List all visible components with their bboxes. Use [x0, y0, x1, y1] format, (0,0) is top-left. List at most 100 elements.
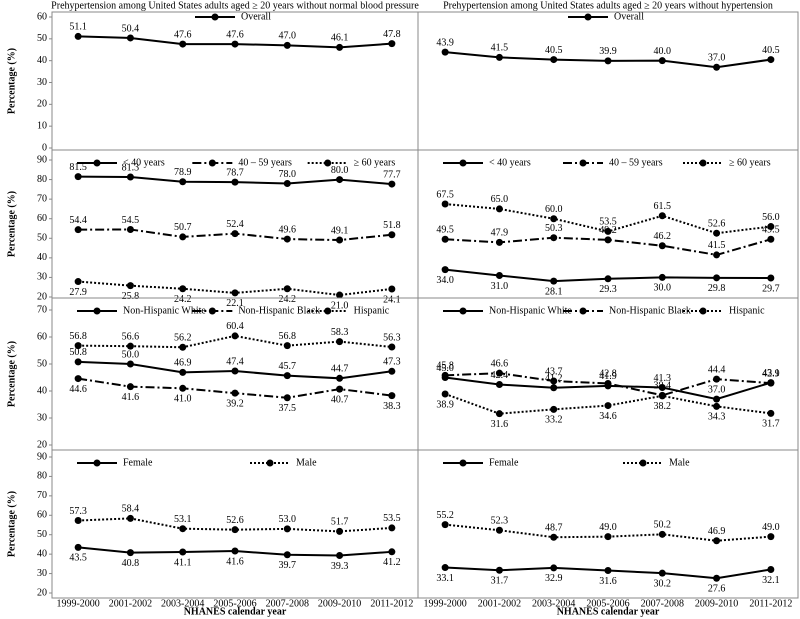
value-label: 29.7: [762, 283, 780, 294]
value-label: 39.3: [331, 561, 349, 572]
value-label: 54.4: [69, 215, 87, 226]
value-label: 24.2: [174, 294, 192, 305]
y-tick-label: 50: [37, 33, 47, 44]
data-point: [179, 525, 187, 533]
legend-label: Female: [489, 457, 519, 468]
value-label: 58.3: [331, 327, 349, 338]
data-point: [283, 41, 291, 49]
panel-frame: [417, 11, 799, 151]
value-label: 49.0: [599, 522, 617, 533]
data-point: [550, 564, 558, 572]
data-point: [388, 180, 396, 188]
data-point: [283, 179, 291, 187]
value-label: 29.3: [599, 284, 617, 295]
y-tick-label: 20: [37, 291, 47, 302]
data-point: [604, 236, 612, 244]
y-tick-label: 60: [37, 11, 47, 22]
y-tick-label: 20: [37, 587, 47, 598]
data-point: [388, 285, 396, 293]
value-label: 40.0: [654, 46, 672, 57]
value-label: 42.9: [762, 368, 780, 379]
legend-marker: [211, 13, 219, 21]
data-point: [441, 521, 449, 529]
y-tick-label: 10: [37, 120, 47, 131]
value-label: 41.6: [122, 392, 140, 403]
legend-label: ≥ 60 years: [729, 157, 771, 168]
legend-label: Overall: [614, 11, 644, 22]
value-label: 33.1: [436, 573, 454, 584]
value-label: 47.9: [491, 228, 509, 239]
data-point: [658, 530, 666, 538]
value-label: 57.3: [69, 506, 87, 517]
value-label: 30.2: [654, 578, 672, 589]
data-point: [336, 552, 344, 560]
y-tick-label: 70: [37, 304, 47, 315]
legend-marker: [584, 13, 592, 21]
value-label: 49.5: [762, 225, 780, 236]
y-tick-label: 30: [37, 412, 47, 423]
value-label: 34.3: [708, 412, 726, 423]
value-label: 31.6: [599, 576, 617, 587]
y-tick-label: 40: [37, 252, 47, 263]
data-point: [713, 537, 721, 545]
legend-marker: [459, 159, 467, 167]
value-label: 47.4: [226, 356, 244, 367]
data-point: [658, 392, 666, 400]
value-label: 65.0: [491, 194, 509, 205]
value-label: 53.1: [174, 514, 192, 525]
value-label: 43.1: [762, 368, 780, 379]
data-point: [441, 200, 449, 208]
x-axis-label: NHANES calendar year: [557, 606, 660, 617]
data-point: [604, 566, 612, 574]
data-point: [336, 374, 344, 382]
data-point: [550, 377, 558, 385]
legend-label: Hispanic: [729, 305, 765, 316]
value-label: 48.7: [545, 523, 563, 534]
chart-title: Prehypertension among United States adul…: [51, 0, 419, 11]
data-point: [336, 385, 344, 393]
y-axis-label: Percentage (%): [6, 341, 17, 407]
value-label: 34.0: [436, 275, 454, 286]
value-label: 33.2: [545, 415, 563, 426]
legend-label: Female: [123, 457, 153, 468]
value-label: 80.0: [331, 165, 349, 176]
data-point: [550, 56, 558, 64]
data-point: [74, 543, 82, 551]
value-label: 60.4: [226, 321, 244, 332]
data-point: [495, 381, 503, 389]
value-label: 58.4: [122, 504, 140, 515]
data-point: [713, 574, 721, 582]
value-label: 41.1: [174, 557, 192, 568]
data-point: [74, 226, 82, 234]
value-label: 46.6: [491, 358, 509, 369]
legend-marker: [459, 459, 467, 467]
legend-marker: [699, 307, 707, 315]
value-label: 43.9: [436, 37, 454, 48]
value-label: 41.6: [226, 556, 244, 567]
data-point: [550, 234, 558, 242]
value-label: 52.6: [226, 515, 244, 526]
y-tick-label: 30: [37, 568, 47, 579]
data-point: [713, 229, 721, 237]
data-point: [550, 533, 558, 541]
data-point: [336, 176, 344, 184]
x-tick-label: 2009-2010: [695, 598, 738, 609]
value-label: 53.5: [383, 513, 401, 524]
y-tick-label: 70: [37, 490, 47, 501]
y-tick-label: 90: [37, 451, 47, 462]
value-label: 78.7: [226, 167, 244, 178]
legend-label: Non-Hispanic Black: [238, 305, 320, 316]
x-tick-label: 2003-2004: [161, 598, 204, 609]
legend-marker: [579, 159, 587, 167]
legend-marker: [93, 307, 101, 315]
legend-label: 40 – 59 years: [238, 157, 292, 168]
value-label: 77.7: [383, 169, 401, 180]
data-point: [283, 342, 291, 350]
legend-label: < 40 years: [123, 157, 165, 168]
value-label: 46.2: [654, 231, 672, 242]
value-label: 50.8: [69, 347, 87, 358]
legend-label: 40 – 59 years: [609, 157, 663, 168]
data-point: [179, 343, 187, 351]
value-label: 21.0: [331, 300, 349, 311]
